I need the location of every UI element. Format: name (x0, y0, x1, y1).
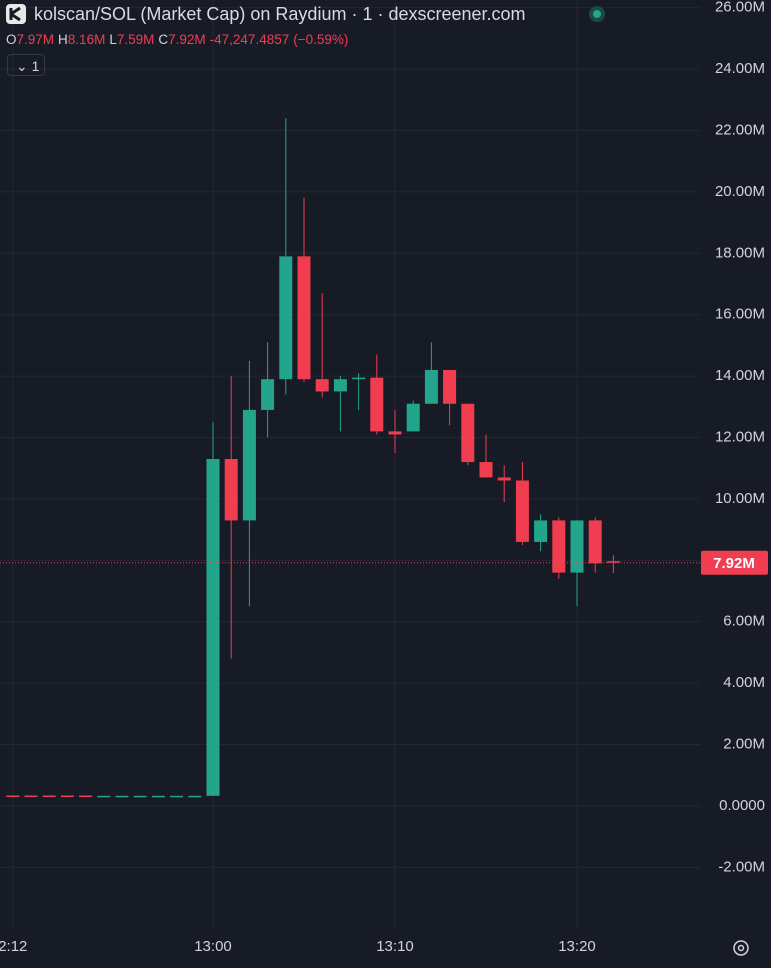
x-tick-label: 13:00 (194, 938, 232, 955)
candle-body (352, 377, 366, 380)
candle-body (370, 377, 384, 432)
ohlc-value: 8.16M (67, 32, 106, 47)
candle-body (79, 795, 93, 798)
candle-body (224, 459, 238, 521)
ohlc-value: 7.92M (168, 32, 206, 47)
candle-body (261, 379, 275, 410)
candle-body (315, 379, 329, 392)
candle-body (606, 561, 620, 563)
y-tick-label: 24.00M (715, 60, 765, 77)
ohlc-legend: O7.97M H8.16M L7.59M C7.92M -47,247.4857 (−0.… (6, 32, 352, 47)
x-tick-label: 13:20 (558, 938, 596, 955)
candle-body (443, 369, 457, 404)
y-tick-label: 26.00M (715, 0, 765, 16)
candle-body (461, 403, 475, 463)
indicator-count: 1 (31, 58, 40, 74)
candle-body (24, 795, 38, 798)
ohlc-key: C (158, 32, 169, 47)
candle-body (588, 520, 602, 564)
candle-body (388, 431, 402, 435)
candle-body (552, 520, 566, 573)
last-price-tag (701, 550, 768, 575)
x-tick-label: 13:10 (376, 938, 414, 955)
y-tick-label: 18.00M (715, 244, 765, 261)
y-tick-label: 22.00M (715, 121, 765, 138)
ohlc-value: 7.59M (116, 32, 155, 47)
y-tick-label: 2.00M (723, 736, 765, 753)
status-dot[interactable] (593, 10, 601, 18)
last-price-label: 7.92M (713, 555, 755, 572)
y-tick-label: 12.00M (715, 428, 765, 445)
candle-body (170, 795, 184, 798)
y-tick-label: 4.00M (723, 674, 765, 691)
chevron: ⌄ (16, 58, 32, 74)
ohlc-key: H (58, 32, 68, 47)
settings-icon-center (737, 944, 745, 952)
candle-body (97, 795, 111, 798)
candle-body (479, 462, 493, 478)
candle-body (534, 520, 548, 542)
candle-body (406, 403, 420, 432)
x-tick-label: 2:12 (0, 938, 27, 955)
ohlc-value: 7.97M (16, 32, 55, 47)
candle-body (206, 459, 220, 796)
candle-body (497, 477, 511, 481)
candle-body (42, 795, 56, 798)
candle-body (297, 256, 311, 380)
indicator-toggle[interactable]: ⌄ 1 (7, 54, 45, 76)
candle-body (60, 795, 74, 798)
y-tick-label: -2.00M (718, 858, 765, 875)
ohlc-key: L (109, 32, 117, 47)
y-tick-label: 14.00M (715, 367, 765, 384)
candle-body (279, 256, 293, 380)
candle-body (151, 795, 165, 798)
candle-body (424, 369, 438, 404)
candles (0, 118, 700, 798)
ohlc-key: O (6, 32, 17, 47)
candle-body (6, 795, 20, 798)
candle-body (515, 480, 529, 542)
candle-body (570, 520, 584, 573)
y-tick-label: 16.00M (715, 306, 765, 323)
chart-title: kolscan/SOL (Market Cap) on Raydium · 1 … (34, 4, 526, 24)
settings-icon[interactable] (733, 940, 749, 956)
change: -47,247.4857 (209, 32, 290, 47)
candle-body (242, 409, 256, 521)
y-tick-label: 10.00M (715, 490, 765, 507)
candle-body (115, 795, 129, 798)
candle-body (133, 795, 147, 798)
y-tick-label: 0.0000 (719, 797, 765, 814)
logo-glyph (9, 6, 21, 22)
y-tick-label: 6.00M (723, 613, 765, 630)
candle-body (188, 795, 202, 798)
change-pct: (−0.59%) (293, 32, 349, 47)
y-tick-label: 20.00M (715, 183, 765, 200)
logo (6, 4, 26, 24)
candle-body (333, 379, 347, 392)
